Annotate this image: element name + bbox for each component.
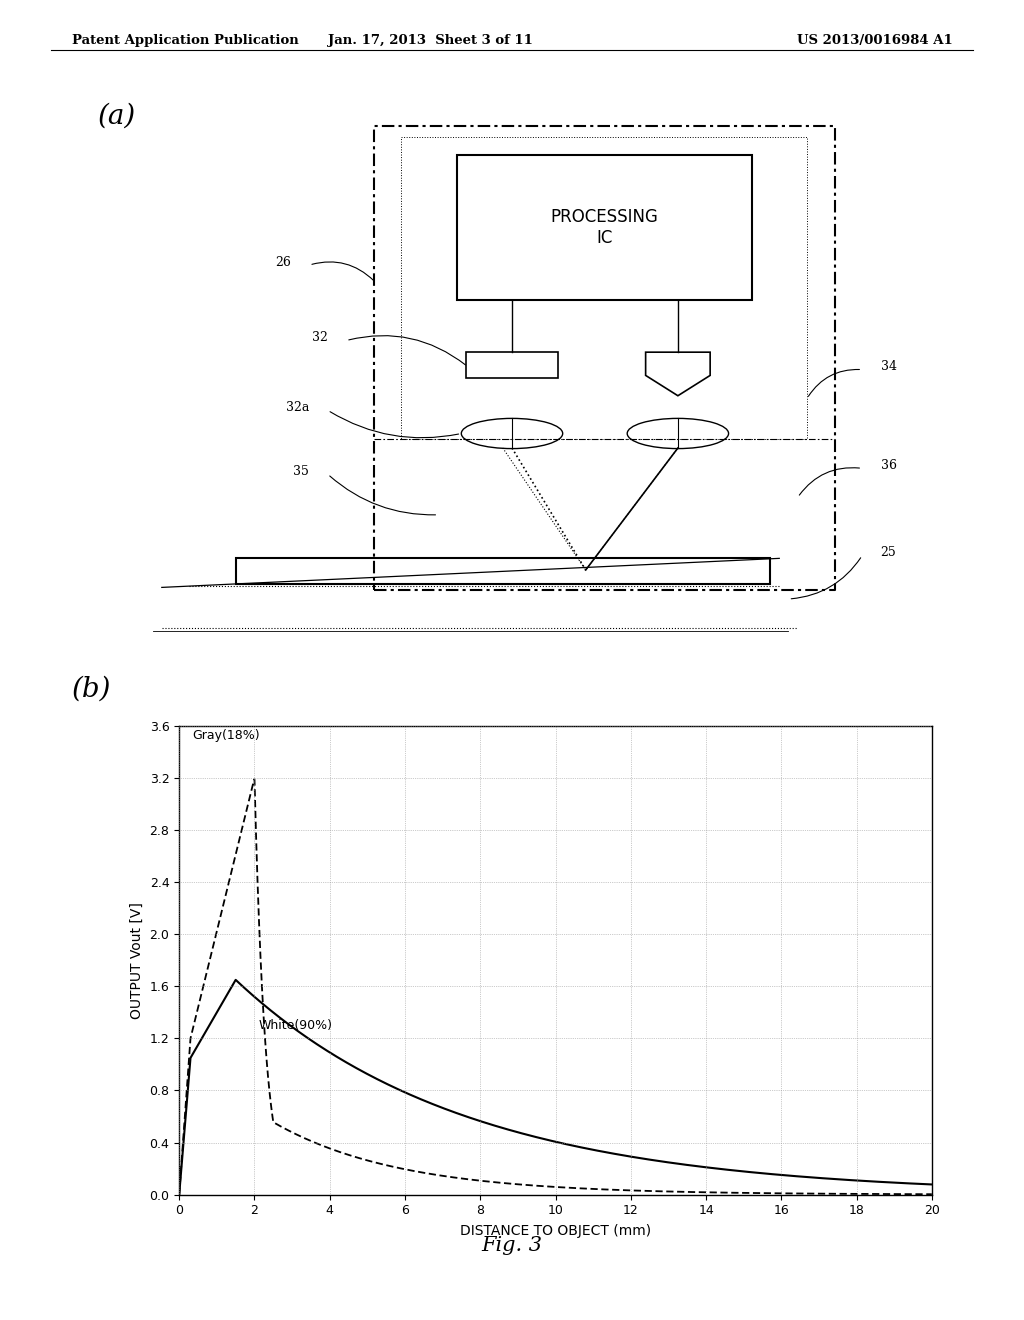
Text: US 2013/0016984 A1: US 2013/0016984 A1 bbox=[797, 34, 952, 48]
Text: 36: 36 bbox=[881, 459, 897, 473]
Text: White(90%): White(90%) bbox=[258, 1019, 332, 1032]
FancyBboxPatch shape bbox=[466, 352, 558, 379]
Text: (a): (a) bbox=[97, 103, 135, 129]
Polygon shape bbox=[646, 352, 711, 396]
Text: 32: 32 bbox=[311, 331, 328, 345]
X-axis label: DISTANCE TO OBJECT (mm): DISTANCE TO OBJECT (mm) bbox=[460, 1224, 651, 1238]
Text: (b): (b) bbox=[72, 676, 112, 702]
Y-axis label: OUTPUT Vout [V]: OUTPUT Vout [V] bbox=[130, 902, 144, 1019]
Ellipse shape bbox=[462, 418, 563, 449]
Text: 35: 35 bbox=[293, 465, 309, 478]
Text: Patent Application Publication: Patent Application Publication bbox=[72, 34, 298, 48]
Text: 26: 26 bbox=[274, 256, 291, 269]
Text: Gray(18%): Gray(18%) bbox=[193, 729, 260, 742]
FancyBboxPatch shape bbox=[236, 558, 770, 585]
Text: Jan. 17, 2013  Sheet 3 of 11: Jan. 17, 2013 Sheet 3 of 11 bbox=[328, 34, 532, 48]
Text: 34: 34 bbox=[881, 360, 897, 374]
Text: 32a: 32a bbox=[286, 401, 309, 414]
Text: PROCESSING
IC: PROCESSING IC bbox=[550, 209, 658, 247]
Text: 25: 25 bbox=[881, 546, 896, 560]
FancyBboxPatch shape bbox=[457, 154, 752, 300]
Ellipse shape bbox=[628, 418, 729, 449]
Text: Fig. 3: Fig. 3 bbox=[481, 1237, 543, 1255]
